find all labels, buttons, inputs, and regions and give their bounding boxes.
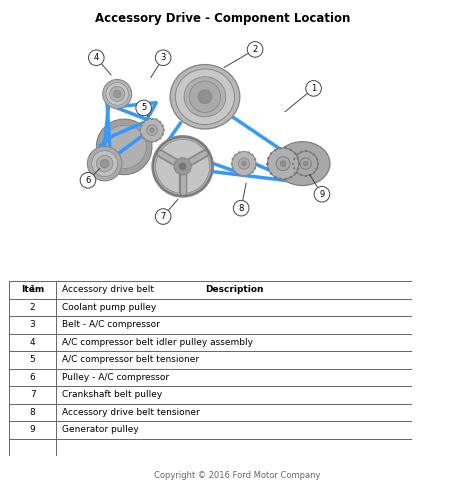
Circle shape (238, 158, 249, 169)
Text: 5: 5 (141, 104, 146, 112)
Text: Item: Item (21, 285, 44, 294)
FancyBboxPatch shape (9, 333, 412, 351)
Circle shape (147, 125, 157, 136)
Circle shape (247, 41, 263, 57)
Text: 6: 6 (85, 176, 91, 185)
Circle shape (100, 159, 109, 168)
Circle shape (87, 146, 122, 181)
Circle shape (232, 151, 256, 176)
Text: Crankshaft belt pulley: Crankshaft belt pulley (62, 390, 162, 399)
Circle shape (306, 80, 321, 96)
Text: Copyright © 2016 Ford Motor Company: Copyright © 2016 Ford Motor Company (154, 471, 320, 480)
Ellipse shape (275, 141, 330, 185)
Ellipse shape (175, 69, 235, 125)
FancyBboxPatch shape (9, 369, 412, 386)
Text: 7: 7 (30, 390, 36, 399)
Circle shape (189, 81, 220, 112)
Circle shape (314, 186, 330, 202)
Text: 8: 8 (238, 204, 244, 212)
FancyBboxPatch shape (9, 298, 412, 316)
Circle shape (155, 140, 210, 193)
Circle shape (303, 161, 308, 166)
Text: 3: 3 (161, 53, 166, 62)
Text: 4: 4 (30, 338, 36, 347)
Text: Generator pulley: Generator pulley (62, 425, 138, 434)
Ellipse shape (96, 119, 152, 175)
Circle shape (155, 50, 171, 66)
Circle shape (109, 86, 125, 102)
Text: Pulley - A/C compressor: Pulley - A/C compressor (62, 373, 169, 382)
Circle shape (280, 161, 286, 167)
Text: Coolant pump pulley: Coolant pump pulley (62, 303, 156, 312)
Circle shape (89, 50, 104, 66)
Circle shape (136, 100, 152, 116)
Circle shape (152, 136, 213, 197)
Text: 6: 6 (30, 373, 36, 382)
FancyBboxPatch shape (9, 386, 412, 403)
FancyBboxPatch shape (9, 316, 412, 333)
Text: 1: 1 (30, 285, 36, 294)
Circle shape (276, 157, 290, 171)
FancyBboxPatch shape (9, 281, 412, 298)
Text: 7: 7 (161, 212, 166, 221)
Text: Accessory drive belt tensioner: Accessory drive belt tensioner (62, 408, 200, 417)
Text: 1: 1 (311, 84, 316, 93)
FancyBboxPatch shape (9, 351, 412, 369)
Text: 2: 2 (253, 45, 258, 54)
Circle shape (140, 119, 164, 141)
Text: 2: 2 (30, 303, 36, 312)
Circle shape (300, 158, 311, 169)
Circle shape (267, 148, 299, 179)
FancyBboxPatch shape (9, 403, 412, 421)
Text: Description: Description (205, 285, 264, 294)
Text: A/C compressor belt idler pulley assembly: A/C compressor belt idler pulley assembl… (62, 338, 253, 347)
Circle shape (233, 200, 249, 216)
Text: 5: 5 (30, 355, 36, 364)
Circle shape (96, 155, 113, 172)
Circle shape (80, 173, 96, 188)
Circle shape (198, 90, 212, 104)
Ellipse shape (102, 125, 146, 169)
Text: A/C compressor belt tensioner: A/C compressor belt tensioner (62, 355, 199, 364)
Ellipse shape (170, 65, 240, 129)
Text: 4: 4 (94, 53, 99, 62)
Text: Belt - A/C compressor: Belt - A/C compressor (62, 320, 160, 329)
Circle shape (91, 151, 118, 176)
Circle shape (106, 83, 128, 106)
Text: 9: 9 (30, 425, 36, 434)
Text: Accessory Drive - Component Location: Accessory Drive - Component Location (95, 12, 350, 25)
Circle shape (179, 163, 187, 170)
Text: 8: 8 (30, 408, 36, 417)
Text: E192414: E192414 (78, 282, 112, 292)
Ellipse shape (184, 77, 226, 117)
Text: 3: 3 (30, 320, 36, 329)
Circle shape (150, 128, 154, 132)
Circle shape (174, 158, 191, 175)
Circle shape (242, 161, 246, 166)
Text: Accessory drive belt: Accessory drive belt (62, 285, 154, 294)
Circle shape (103, 79, 132, 108)
Text: 9: 9 (319, 190, 325, 199)
FancyBboxPatch shape (9, 421, 412, 439)
Circle shape (155, 209, 171, 224)
Circle shape (293, 151, 318, 176)
FancyBboxPatch shape (9, 281, 412, 298)
Circle shape (113, 90, 121, 98)
